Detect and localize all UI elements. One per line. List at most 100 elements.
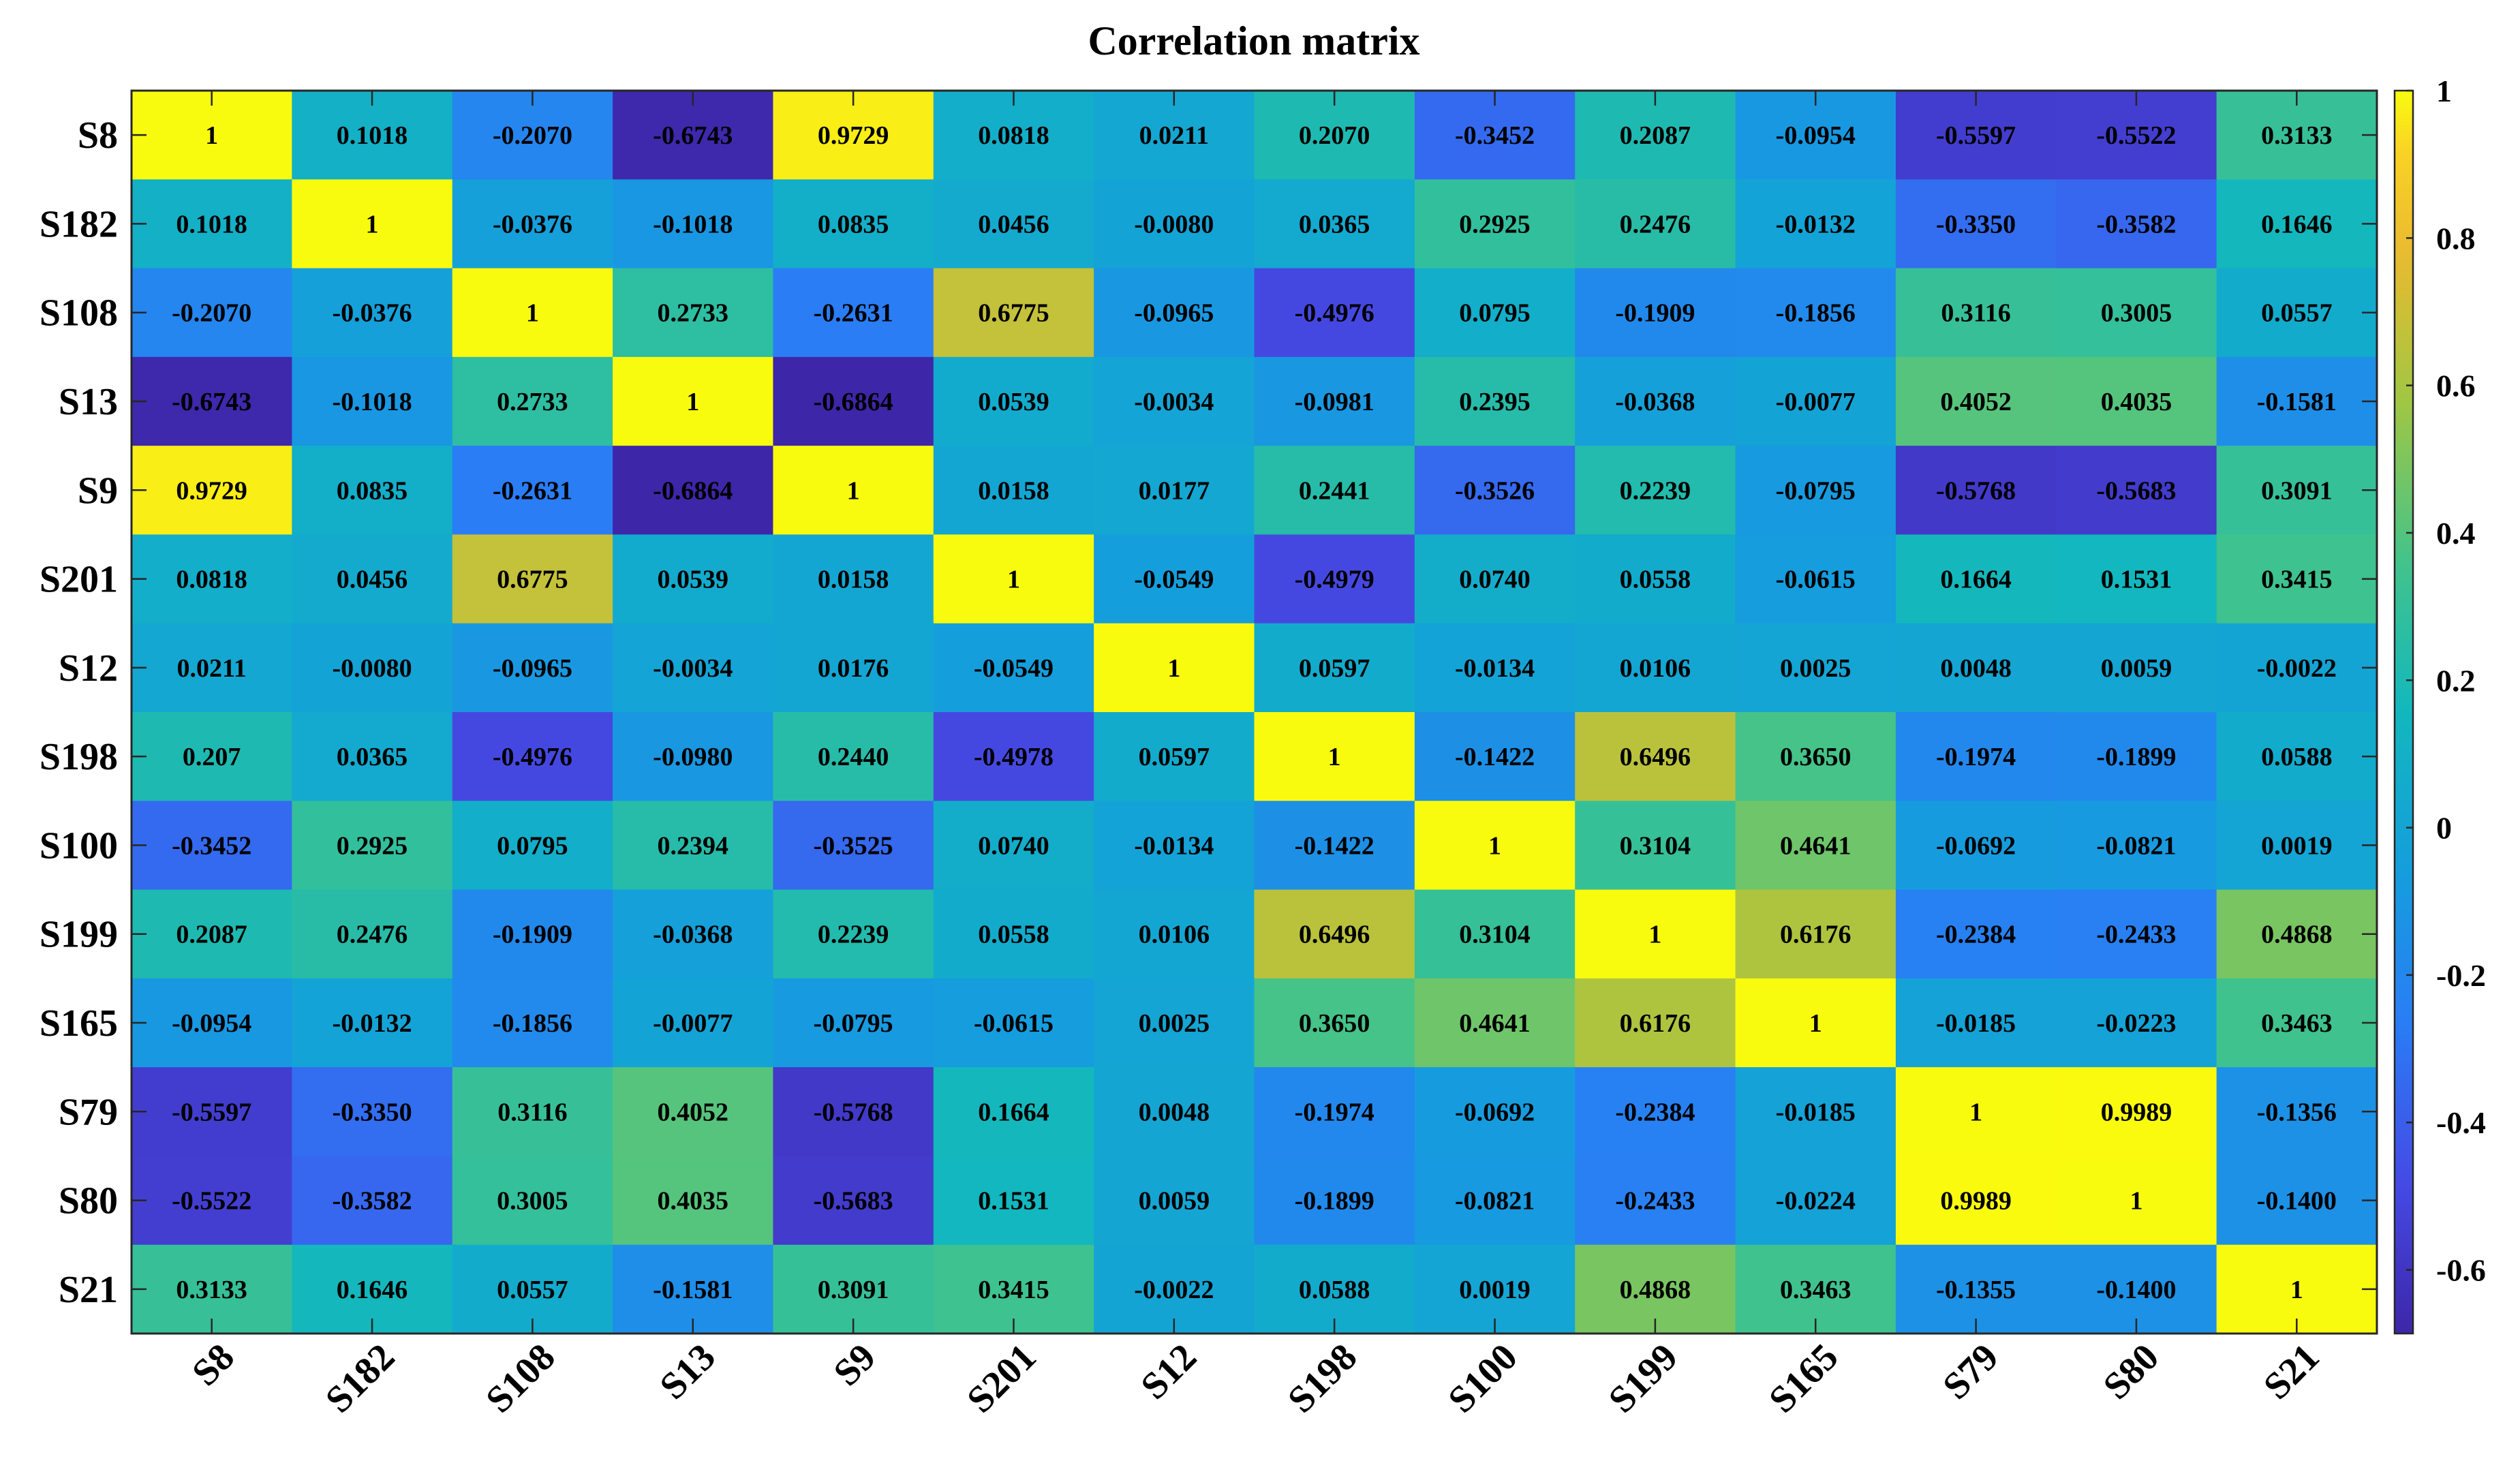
heatmap-cell-S100-S108 xyxy=(452,801,613,891)
heatmap-cell-S165-S199 xyxy=(1575,978,1736,1068)
cell-value-S21-S100: 0.0019 xyxy=(1459,1276,1531,1304)
cell-value-S201-S182: 0.0456 xyxy=(337,566,408,594)
cell-value-S182-S13: -0.1018 xyxy=(653,210,733,238)
cell-value-S182-S80: -0.3582 xyxy=(2096,210,2176,238)
heatmap-cell-S9-S8 xyxy=(132,446,292,536)
cell-value-S12-S100: -0.0134 xyxy=(1455,654,1535,683)
heatmap-cell-S182-S108 xyxy=(452,179,613,269)
heatmap-cell-S80-S13 xyxy=(613,1156,774,1246)
heatmap-cell-S12-S13 xyxy=(613,623,774,713)
heatmap-cell-S79-S100 xyxy=(1414,1067,1576,1157)
cell-value-S8-S21: 0.3133 xyxy=(2261,121,2333,150)
heatmap-cell-S12-S198 xyxy=(1254,623,1415,713)
cell-value-S80-S165: -0.0224 xyxy=(1776,1187,1856,1216)
cell-value-S201-S80: 0.1531 xyxy=(2101,566,2172,594)
cell-value-S13-S108: 0.2733 xyxy=(497,388,568,416)
cell-value-S100-S12: -0.0134 xyxy=(1134,831,1214,860)
cell-value-S13-S199: -0.0368 xyxy=(1615,388,1695,416)
cell-value-S21-S198: 0.0588 xyxy=(1299,1276,1370,1304)
cell-value-S8-S9: 0.9729 xyxy=(818,121,889,150)
heatmap-cell-S198-S201 xyxy=(933,712,1094,801)
cell-value-S12-S9: 0.0176 xyxy=(818,654,889,683)
cell-value-S8-S199: 0.2087 xyxy=(1620,121,1691,150)
heatmap-cell-S198-S80 xyxy=(2056,712,2217,801)
cell-value-S9-S182: 0.0835 xyxy=(337,476,408,505)
heatmap-cell-S198-S9 xyxy=(773,712,934,801)
cell-value-S21-S9: 0.3091 xyxy=(818,1276,889,1304)
cell-value-S182-S8: 0.1018 xyxy=(176,210,247,238)
heatmap-cell-S80-S80 xyxy=(2056,1156,2217,1246)
heatmap-cell-S79-S199 xyxy=(1575,1067,1736,1157)
heatmap-cell-S80-S79 xyxy=(1895,1156,2057,1246)
cell-value-S9-S80: -0.5683 xyxy=(2096,476,2176,505)
row-label-S198: S198 xyxy=(40,736,118,778)
cell-value-S198-S182: 0.0365 xyxy=(337,743,408,771)
chart-title: Correlation matrix xyxy=(1088,18,1419,63)
heatmap-cell-S80-S198 xyxy=(1254,1156,1415,1246)
cell-value-S8-S100: -0.3452 xyxy=(1455,121,1535,150)
heatmap-cell-S100-S21 xyxy=(2216,801,2378,891)
cell-value-S108-S79: 0.3116 xyxy=(1941,299,2010,328)
heatmap-cell-S13-S165 xyxy=(1735,356,1896,446)
heatmap-cell-S198-S182 xyxy=(292,712,453,801)
cell-value-S13-S21: -0.1581 xyxy=(2257,388,2337,416)
row-label-S80: S80 xyxy=(59,1180,118,1222)
col-label-S198: S198 xyxy=(1280,1336,1365,1421)
heatmap-cell-S199-S79 xyxy=(1895,889,2057,979)
heatmap-cell-S108-S201 xyxy=(933,268,1094,358)
heatmap-cell-S12-S165 xyxy=(1735,623,1896,713)
cell-value-S79-S8: -0.5597 xyxy=(172,1098,251,1126)
heatmap-cell-S108-S182 xyxy=(292,268,453,358)
cell-value-S199-S182: 0.2476 xyxy=(337,921,408,949)
cell-value-S108-S182: -0.0376 xyxy=(332,299,412,328)
row-label-S201: S201 xyxy=(40,559,118,601)
cell-value-S199-S165: 0.6176 xyxy=(1780,921,1851,949)
heatmap-cell-S165-S182 xyxy=(292,978,453,1068)
cell-value-S12-S108: -0.0965 xyxy=(493,654,572,683)
heatmap-cell-S80-S165 xyxy=(1735,1156,1896,1246)
cell-value-S12-S182: -0.0080 xyxy=(332,654,412,683)
heatmap-cell-S9-S198 xyxy=(1254,446,1415,536)
col-label-S165: S165 xyxy=(1761,1336,1846,1421)
cell-value-S100-S8: -0.3452 xyxy=(172,831,251,860)
cell-value-S201-S79: 0.1664 xyxy=(1940,566,2012,594)
cell-value-S79-S201: 0.1664 xyxy=(978,1098,1049,1126)
heatmap-cell-S182-S165 xyxy=(1735,179,1896,269)
cell-value-S9-S79: -0.5768 xyxy=(1936,476,2016,505)
heatmap-cell-S9-S21 xyxy=(2216,446,2378,536)
cell-value-S201-S199: 0.0558 xyxy=(1620,566,1691,594)
heatmap-cell-S108-S199 xyxy=(1575,268,1736,358)
cell-value-S12-S165: 0.0025 xyxy=(1780,654,1851,683)
cell-value-S201-S165: -0.0615 xyxy=(1776,566,1856,594)
heatmap-cell-S108-S198 xyxy=(1254,268,1415,358)
col-label-S13: S13 xyxy=(651,1336,723,1407)
heatmap-cell-S108-S165 xyxy=(1735,268,1896,358)
heatmap-cell-S201-S199 xyxy=(1575,534,1736,624)
heatmap-cell-S100-S100 xyxy=(1414,801,1576,891)
colorbar-label-0.8: 0.8 xyxy=(2436,221,2476,256)
cell-value-S201-S12: -0.0549 xyxy=(1134,566,1214,594)
heatmap-cell-S13-S182 xyxy=(292,356,453,446)
cell-value-S198-S21: 0.0588 xyxy=(2261,743,2333,771)
cell-value-S182-S79: -0.3350 xyxy=(1936,210,2016,238)
heatmap-cell-S201-S80 xyxy=(2056,534,2217,624)
cell-value-S182-S165: -0.0132 xyxy=(1776,210,1856,238)
heatmap-cell-S199-S201 xyxy=(933,889,1094,979)
cell-value-S108-S198: -0.4976 xyxy=(1295,299,1374,328)
heatmap-cell-S108-S12 xyxy=(1094,268,1255,358)
colorbar-label-0.4: 0.4 xyxy=(2436,516,2476,551)
cell-value-S165-S182: -0.0132 xyxy=(332,1009,412,1038)
cell-value-S79-S165: -0.0185 xyxy=(1776,1098,1856,1126)
cell-value-S13-S165: -0.0077 xyxy=(1776,388,1856,416)
cell-value-S165-S108: -0.1856 xyxy=(493,1009,572,1038)
heatmap-cell-S12-S100 xyxy=(1414,623,1576,713)
cell-value-S108-S9: -0.2631 xyxy=(814,299,893,328)
heatmap-cell-S9-S80 xyxy=(2056,446,2217,536)
cell-value-S201-S8: 0.0818 xyxy=(176,566,247,594)
row-label-S100: S100 xyxy=(40,825,118,867)
cell-value-S13-S198: -0.0981 xyxy=(1295,388,1374,416)
colorbar-label--0.4: -0.4 xyxy=(2436,1105,2486,1140)
col-label-S21: S21 xyxy=(2256,1336,2327,1407)
cell-value-S12-S12: 1 xyxy=(1167,654,1180,683)
heatmap-cell-S100-S8 xyxy=(132,801,292,891)
